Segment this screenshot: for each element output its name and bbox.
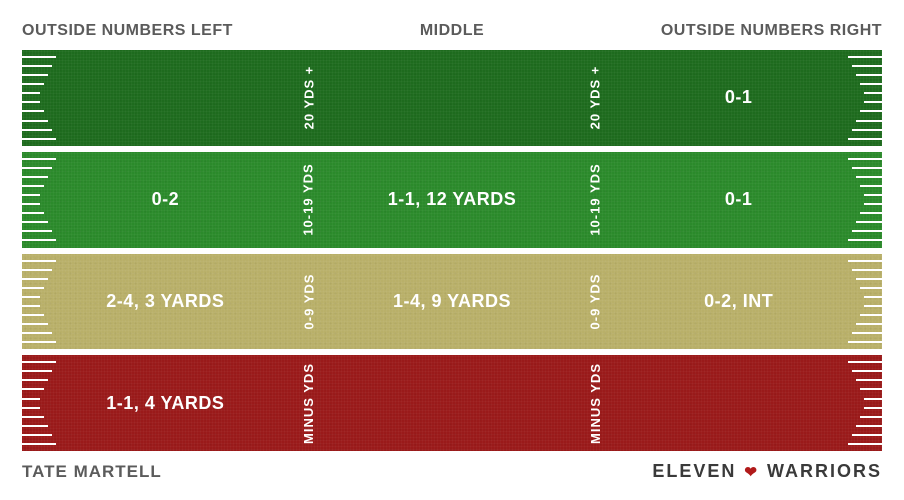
hash-marks-right [838,355,882,451]
column-headers: OUTSIDE NUMBERS LEFT MIDDLE OUTSIDE NUMB… [22,18,882,50]
zone-cell-middle [309,355,596,451]
heart-icon: ❤ [744,463,759,481]
yard-range-label: MINUS YDS [297,355,321,451]
yard-range-label: 20 YDS + [297,50,321,146]
chart-footer: TATE MARTELL ELEVEN ❤ WARRIORS [22,451,882,482]
field-bands: 0-120 YDS +20 YDS +0-21-1, 12 YARDS0-110… [22,50,882,451]
field-band: 0-120 YDS +20 YDS + [22,50,882,146]
hash-marks-left [22,50,66,146]
hash-marks-right [838,50,882,146]
hash-marks-left [22,355,66,451]
zone-cell-middle [309,50,596,146]
yard-range-label: 0-9 YDS [583,254,607,350]
header-left: OUTSIDE NUMBERS LEFT [22,22,309,40]
yard-range-label: 0-9 YDS [297,254,321,350]
yard-range-label: 20 YDS + [583,50,607,146]
yard-range-label: 10-19 YDS [583,152,607,248]
field-band: 1-1, 4 YARDSMINUS YDSMINUS YDS [22,355,882,451]
hash-marks-right [838,254,882,350]
field-band: 0-21-1, 12 YARDS0-110-19 YDS10-19 YDS [22,152,882,248]
logo-word-left: ELEVEN [652,461,736,482]
yard-range-label: MINUS YDS [583,355,607,451]
player-name: TATE MARTELL [22,462,162,482]
zone-cell-middle: 1-1, 12 YARDS [309,152,596,248]
field-band: 2-4, 3 YARDS1-4, 9 YARDS0-2, INT0-9 YDS0… [22,254,882,350]
yard-range-label: 10-19 YDS [297,152,321,248]
hash-marks-right [838,152,882,248]
hash-marks-left [22,254,66,350]
hash-marks-left [22,152,66,248]
header-right: OUTSIDE NUMBERS RIGHT [595,22,882,40]
logo-word-right: WARRIORS [767,461,882,482]
header-middle: MIDDLE [309,22,596,40]
passing-zone-chart: OUTSIDE NUMBERS LEFT MIDDLE OUTSIDE NUMB… [22,18,882,482]
zone-cell-middle: 1-4, 9 YARDS [309,254,596,350]
brand-logo: ELEVEN ❤ WARRIORS [652,461,882,482]
